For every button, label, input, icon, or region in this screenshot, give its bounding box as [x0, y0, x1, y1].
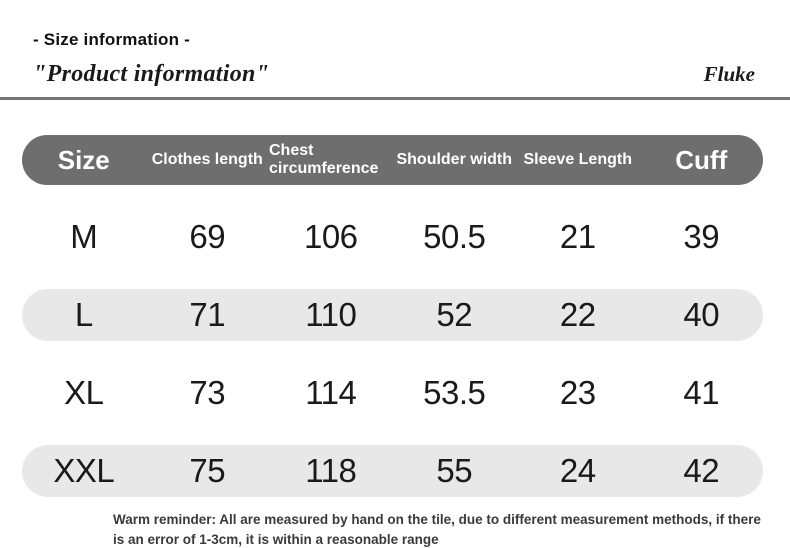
table-header-row: Size Clothes length Chest circumference …	[22, 135, 763, 185]
column-header-size: Size	[57, 145, 110, 175]
size-information-subtitle: - Size information -	[33, 30, 190, 49]
cell-clothes-length: 69	[189, 218, 226, 255]
page-header: - Size information - "Product informatio…	[0, 0, 790, 88]
cell-shoulder-width: 52	[436, 296, 473, 333]
cell-chest-circumference: 106	[303, 218, 358, 255]
title-row: "Product information" Fluke	[33, 61, 755, 88]
warm-reminder-text: Warm reminder: All are measured by hand …	[113, 512, 761, 548]
cell-sleeve-length: 24	[559, 452, 596, 489]
column-header-chest-circumference: Chest circumference	[269, 141, 379, 177]
cell-sleeve-length: 23	[559, 374, 596, 411]
brand-name: Fluke	[703, 62, 755, 86]
cell-chest-circumference: 118	[305, 452, 357, 489]
cell-clothes-length: 73	[189, 374, 226, 411]
cell-chest-circumference: 114	[305, 374, 357, 411]
cell-cuff: 42	[683, 452, 720, 489]
column-header-shoulder-width: Shoulder width	[396, 150, 513, 168]
column-header-cuff: Cuff	[675, 145, 728, 175]
size-label: XL	[64, 374, 104, 411]
cell-chest-circumference: 110	[305, 296, 357, 333]
cell-cuff: 39	[683, 218, 720, 255]
cell-clothes-length: 71	[189, 296, 226, 333]
product-information-title: "Product information"	[33, 61, 270, 87]
column-header-sleeve-length: Sleeve Length	[523, 150, 632, 168]
cell-shoulder-width: 55	[436, 452, 473, 489]
cell-sleeve-length: 22	[559, 296, 596, 333]
cell-sleeve-length: 21	[559, 218, 596, 255]
table-row-xl: XL 73 114 53.5 23 41	[22, 367, 763, 419]
column-header-clothes-length: Clothes length	[151, 150, 263, 168]
cell-cuff: 41	[683, 374, 720, 411]
header-divider	[0, 97, 790, 100]
size-label: XXL	[53, 452, 115, 489]
table-row-m: M 69 106 50.5 21 39	[22, 211, 763, 263]
table-row-xxl: XXL 75 118 55 24 42	[22, 445, 763, 497]
cell-shoulder-width: 53.5	[423, 374, 486, 411]
cell-cuff: 40	[683, 296, 720, 333]
size-label: L	[74, 296, 93, 333]
table-row-l: L 71 110 52 22 40	[22, 289, 763, 341]
cell-clothes-length: 75	[189, 452, 226, 489]
size-label: M	[70, 218, 98, 255]
cell-shoulder-width: 50.5	[423, 218, 486, 255]
size-table: Size Clothes length Chest circumference …	[22, 135, 763, 497]
